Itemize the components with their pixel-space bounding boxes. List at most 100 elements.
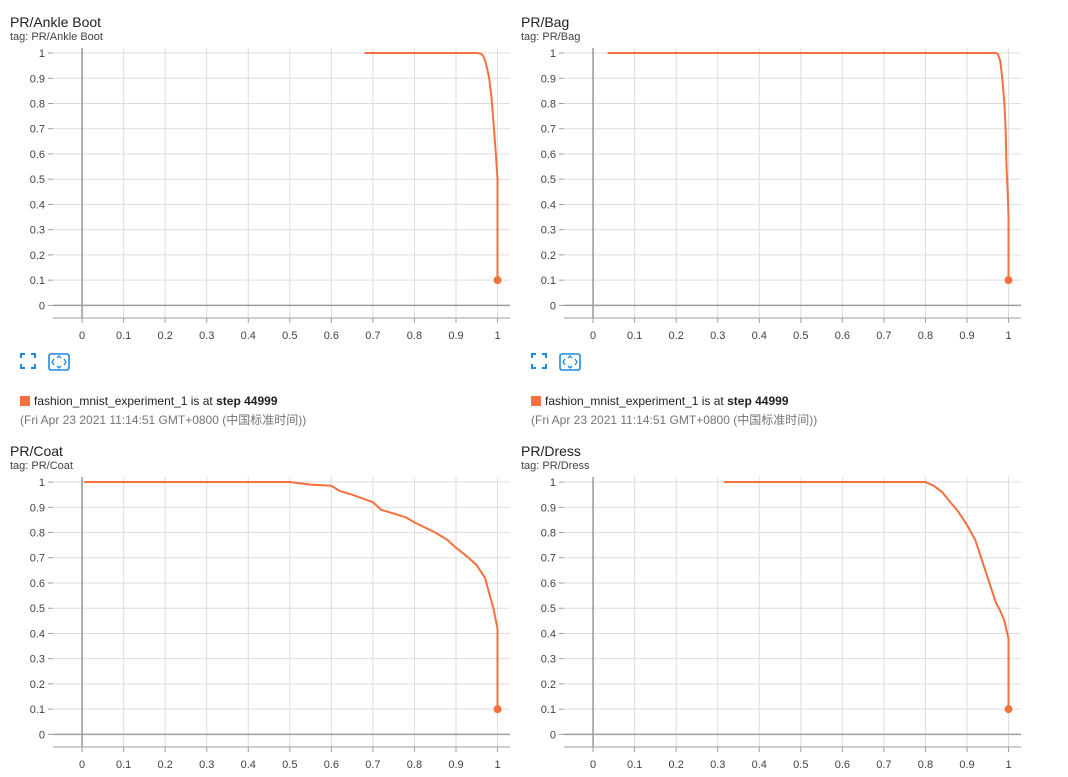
x-tick-label: 0.3 [710, 759, 725, 771]
x-tick-label: 0.4 [241, 330, 256, 342]
y-tick-label: 0.3 [541, 225, 556, 237]
expand-chart-button[interactable] [20, 353, 36, 374]
x-tick-label: 0.7 [365, 330, 380, 342]
x-tick-label: 0.4 [752, 330, 767, 342]
pr-curve-line [607, 52, 1010, 281]
x-tick-label: 0.2 [669, 759, 684, 771]
x-tick-label: 0.8 [407, 330, 422, 342]
y-tick-label: 0.1 [541, 704, 556, 716]
y-tick-label: 1 [550, 48, 556, 60]
x-tick-label: 0.5 [793, 759, 808, 771]
y-tick-label: 0.9 [30, 73, 45, 85]
x-tick-label: 0.9 [448, 330, 463, 342]
y-tick-label: 0.9 [541, 502, 556, 514]
fullscreen-icon [20, 353, 36, 369]
y-tick-label: 0.4 [541, 628, 556, 640]
y-tick-label: 0.7 [30, 553, 45, 565]
y-tick-label: 0.5 [541, 174, 556, 186]
y-tick-label: 0.2 [541, 679, 556, 691]
y-tick-label: 0 [550, 729, 556, 741]
run-timestamp: (Fri Apr 23 2021 11:14:51 GMT+0800 (中国标准… [531, 413, 818, 427]
run-status-text: is at [187, 394, 217, 408]
expand-chart-button[interactable] [531, 353, 547, 374]
x-tick-label: 0.7 [876, 330, 891, 342]
fit-domain-button[interactable] [48, 353, 70, 376]
chart-tag: tag: PR/Coat [10, 460, 73, 472]
x-tick-label: 0.6 [835, 330, 850, 342]
run-status-text: is at [698, 394, 728, 408]
run-name: fashion_mnist_experiment_1 [34, 394, 188, 408]
x-tick-label: 1 [1005, 330, 1011, 342]
x-tick-label: 0.9 [448, 759, 463, 771]
chart-title: PR/Bag [521, 14, 570, 30]
x-tick-label: 1 [494, 759, 500, 771]
fit-domain-button[interactable] [559, 353, 581, 376]
y-tick-label: 0.2 [30, 679, 45, 691]
y-tick-label: 0.7 [541, 124, 556, 136]
y-tick-label: 0.6 [30, 149, 45, 161]
x-tick-label: 0.4 [241, 759, 256, 771]
y-tick-label: 0 [550, 300, 556, 312]
curve-end-point [493, 276, 502, 285]
pr-curve-line [723, 481, 1010, 710]
x-tick-label: 0.4 [752, 759, 767, 771]
curve-end-point [493, 705, 502, 714]
y-tick-label: 0 [39, 729, 45, 741]
y-tick-label: 0.1 [30, 704, 45, 716]
x-tick-label: 0.7 [365, 759, 380, 771]
y-tick-label: 0.5 [30, 174, 45, 186]
x-tick-label: 0.8 [918, 759, 933, 771]
x-tick-label: 0.3 [710, 330, 725, 342]
y-tick-label: 1 [550, 477, 556, 489]
x-tick-label: 0.2 [158, 759, 173, 771]
chart-card: PR/Dress tag: PR/Dress 0 0.1 0.2 0.3 0.4 0.5 0.6… [521, 443, 1041, 777]
y-tick-label: 0.8 [30, 99, 45, 111]
y-tick-label: 0.3 [541, 654, 556, 666]
y-tick-label: 0.7 [30, 124, 45, 136]
x-tick-label: 0.3 [199, 330, 214, 342]
y-tick-label: 0.1 [541, 275, 556, 287]
x-tick-label: 0 [79, 330, 85, 342]
y-tick-label: 0.3 [30, 225, 45, 237]
y-tick-label: 0 [39, 300, 45, 312]
x-tick-label: 0.1 [627, 330, 642, 342]
run-color-swatch [531, 396, 541, 406]
y-tick-label: 0.8 [541, 99, 556, 111]
x-tick-label: 0.8 [407, 759, 422, 771]
y-tick-label: 0.5 [541, 603, 556, 615]
x-tick-label: 0.5 [282, 330, 297, 342]
x-tick-label: 0 [590, 330, 596, 342]
y-tick-label: 0.3 [30, 654, 45, 666]
x-tick-label: 0.2 [669, 330, 684, 342]
y-tick-label: 0.6 [541, 578, 556, 590]
pr-plot: 0 0.1 0.2 0.3 0.4 0.5 0.6 0.7 0.8 0.9 1 0 0.1 0.2 0.3 0… [30, 48, 510, 342]
pr-plot: 0 0.1 0.2 0.3 0.4 0.5 0.6 0.7 0.8 0.9 1 0 0.1 0.2 0.3 0… [541, 48, 1021, 342]
x-tick-label: 0.1 [116, 330, 131, 342]
x-tick-label: 0.2 [158, 330, 173, 342]
x-tick-label: 0.5 [282, 759, 297, 771]
chart-title: PR/Ankle Boot [10, 14, 102, 30]
chart-tag: tag: PR/Bag [521, 31, 581, 43]
x-tick-label: 0 [79, 759, 85, 771]
x-tick-label: 0 [590, 759, 596, 771]
y-tick-label: 0.8 [30, 528, 45, 540]
pr-plot: 0 0.1 0.2 0.3 0.4 0.5 0.6 0.7 0.8 0.9 1 0 0.1 0.2 0.3 0… [541, 477, 1021, 771]
y-tick-label: 1 [39, 48, 45, 60]
pr-curve-line [84, 481, 499, 710]
x-tick-label: 0.3 [199, 759, 214, 771]
run-legend: fashion_mnist_experiment_1 is at step 44… [531, 394, 789, 408]
pr-plot: 0 0.1 0.2 0.3 0.4 0.5 0.6 0.7 0.8 0.9 1 0 0.1 0.2 0.3 0… [30, 477, 510, 771]
run-legend: fashion_mnist_experiment_1 is at step 44… [20, 394, 278, 408]
y-tick-label: 0.2 [541, 250, 556, 262]
run-timestamp: (Fri Apr 23 2021 11:14:51 GMT+0800 (中国标准… [20, 413, 307, 427]
run-step: step 44999 [216, 394, 278, 408]
pr-curve-line [364, 52, 499, 281]
x-tick-label: 0.5 [793, 330, 808, 342]
curve-end-point [1004, 276, 1013, 285]
chart-card: PR/Ankle Boot tag: PR/Ankle Boot 0 0.1 0.2 0.… [10, 14, 530, 427]
y-tick-label: 0.6 [541, 149, 556, 161]
x-tick-label: 0.6 [324, 330, 339, 342]
chart-tag: tag: PR/Dress [521, 460, 590, 472]
x-tick-label: 0.7 [876, 759, 891, 771]
chart-tag: tag: PR/Ankle Boot [10, 31, 103, 43]
